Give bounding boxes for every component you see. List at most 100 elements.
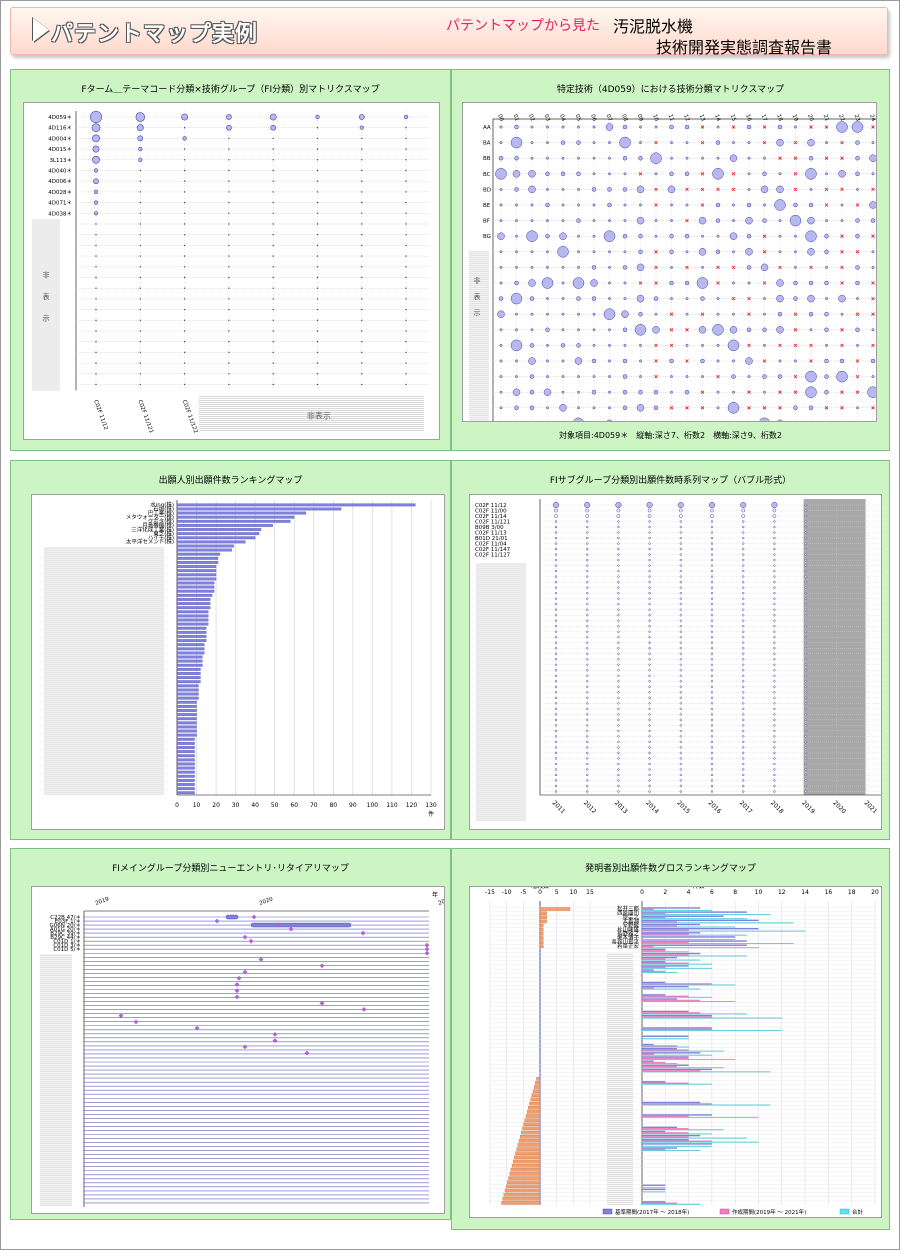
bubble [804, 735, 807, 738]
bubble [617, 569, 620, 573]
bar [176, 610, 209, 614]
bubble [824, 280, 829, 286]
x-tick-label: 2017 [738, 799, 754, 815]
y-category-label: 4D038＊ [48, 210, 72, 217]
cross-mark [762, 359, 767, 363]
bubble [499, 141, 503, 145]
bubble [648, 768, 651, 771]
bubble [746, 233, 752, 239]
x-category-label: 24 [868, 114, 876, 123]
empty-cell-dot [183, 276, 186, 279]
bubble [776, 326, 784, 334]
bubble [648, 718, 651, 722]
create-period-bar [642, 970, 666, 973]
panel-title: 出願人別出願件数ランキングマップ [158, 476, 303, 486]
bubble [528, 357, 536, 365]
bar [176, 561, 219, 564]
base-period-bar [642, 948, 666, 951]
bubble [654, 172, 658, 176]
bar [176, 507, 342, 511]
create-period-bar [642, 1202, 677, 1204]
bubble [778, 219, 782, 223]
hidden-label: 表 [43, 292, 50, 301]
cross-mark [731, 265, 736, 270]
empty-cell-dot [272, 191, 274, 193]
bubble [617, 740, 620, 744]
bubble [745, 216, 753, 225]
bubble [773, 658, 776, 661]
cross-mark [716, 374, 720, 379]
bar [176, 746, 195, 749]
empty-cell-dot [139, 201, 141, 204]
bubble [804, 503, 807, 507]
bubble [710, 674, 714, 677]
bubble [742, 735, 745, 738]
bubble [824, 374, 829, 379]
bar [176, 573, 217, 577]
panel-matrix-fterm: Fターム＿テーマコード分類×技術グループ（FI分類）別マトリクスマップ 4D05… [10, 69, 496, 451]
bubble [742, 547, 745, 551]
cross-mark [840, 328, 844, 332]
cross-mark [731, 125, 736, 129]
bubble [710, 564, 714, 567]
bubble [804, 751, 807, 755]
bubble [804, 691, 807, 694]
bubble [716, 406, 720, 410]
bubble [685, 141, 689, 145]
bubble [181, 113, 189, 121]
empty-cell-dot [139, 351, 141, 354]
bubble [654, 312, 658, 316]
total-bar [641, 959, 701, 961]
bubble [586, 762, 589, 766]
bubble [586, 597, 589, 600]
empty-cell-dot [272, 266, 274, 268]
bubble [648, 696, 651, 699]
y-category-label: 4D116＊ [48, 125, 72, 132]
empty-cell-dot [316, 169, 319, 172]
bubble [679, 702, 682, 705]
bubble [710, 762, 714, 766]
empty-cell-dot [183, 362, 186, 364]
bubble [554, 674, 558, 677]
y-category-label: 4D004＊ [48, 135, 72, 142]
legend-label: 作成期間(2019年 ～ 2021年) [732, 1208, 806, 1216]
empty-cell-dot [272, 212, 274, 214]
bar [176, 536, 256, 540]
bubble [554, 658, 558, 661]
bubble [807, 248, 815, 256]
bubble [809, 328, 813, 332]
bubble [742, 674, 745, 677]
cross-mark [871, 343, 875, 348]
bubble [586, 536, 589, 540]
bubble [776, 294, 784, 303]
bubble [622, 358, 628, 364]
empty-cell-dot [183, 351, 186, 354]
empty-cell-dot [405, 276, 407, 279]
x-category-label: 16 [744, 114, 752, 123]
bubble [742, 724, 745, 727]
bubble [576, 296, 581, 301]
bubble [742, 569, 745, 573]
bubble [529, 296, 535, 301]
bubble [804, 674, 807, 677]
y-category-label: BA [483, 141, 491, 147]
cross-mark [669, 328, 674, 332]
hidden-rows-area [44, 547, 164, 795]
bubble [855, 233, 860, 239]
bubble [669, 358, 674, 364]
bubble [546, 359, 549, 363]
bubble [742, 729, 745, 733]
empty-cell-dot [316, 223, 319, 225]
bubble [93, 200, 99, 205]
bubble [777, 124, 783, 130]
y-category-label: C02F 11/127 [475, 553, 511, 559]
bubble [646, 501, 653, 509]
hidden-rows-area [32, 219, 60, 391]
bubble [545, 233, 550, 239]
bubble [679, 542, 682, 545]
empty-cell-dot [95, 276, 97, 279]
bubble [710, 652, 714, 655]
empty-cell-dot [183, 373, 186, 375]
y-category-label: C01D 1/＊ [53, 938, 81, 945]
bubble [622, 389, 628, 395]
